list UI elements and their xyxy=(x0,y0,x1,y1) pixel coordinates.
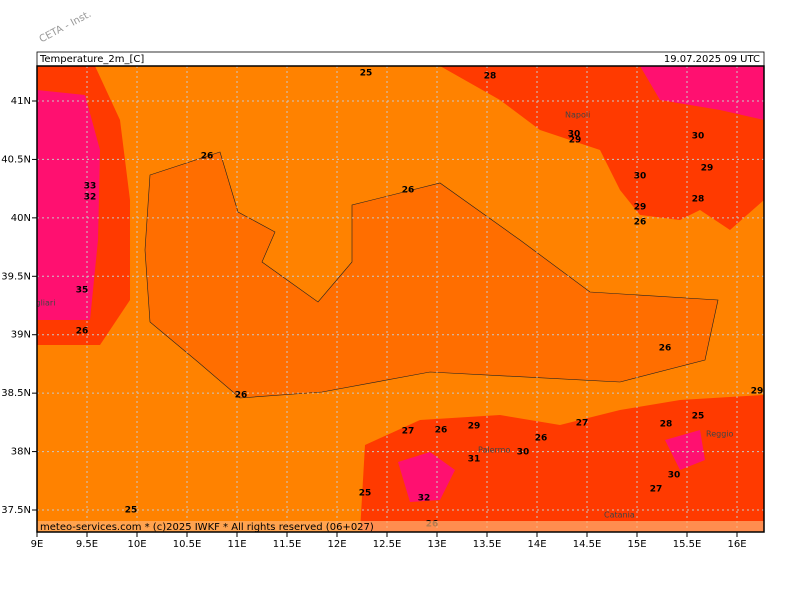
contour-label: 29 xyxy=(751,387,764,397)
region-26 xyxy=(144,151,719,399)
contour-label: 35 xyxy=(76,286,89,296)
lat-label: 40N xyxy=(11,213,31,224)
contour-label: 26 xyxy=(235,391,248,401)
graticule xyxy=(37,66,764,532)
lat-label: 37.5N xyxy=(1,505,31,516)
contour-label: 25 xyxy=(125,506,138,516)
contour-label: 30 xyxy=(692,132,705,142)
lon-label: 10E xyxy=(127,539,146,550)
contour-label: 29 xyxy=(701,164,714,174)
contour-label: 26 xyxy=(402,186,415,196)
lat-label: 40.5N xyxy=(1,154,31,165)
contour-label: 29 xyxy=(569,136,582,146)
contour-label: 25 xyxy=(359,489,372,499)
contour-label: 32 xyxy=(84,193,97,203)
contour-label: 28 xyxy=(660,420,673,430)
lon-label: 11.5E xyxy=(273,539,302,550)
lon-label: 10.5E xyxy=(173,539,202,550)
contour-label: 26 xyxy=(435,426,448,436)
contour-label: 27 xyxy=(576,419,589,429)
lon-label: 9.5E xyxy=(76,539,98,550)
footer-bar xyxy=(37,521,764,532)
contour-label: 26 xyxy=(535,434,548,444)
contour-label: 29 xyxy=(468,422,481,432)
contour-label: 33 xyxy=(84,182,97,192)
lon-label: 11E xyxy=(227,539,246,550)
contour-label: 30 xyxy=(568,130,581,140)
lat-label: 38N xyxy=(11,447,31,458)
contour-label: 30 xyxy=(668,471,681,481)
lon-label: 12E xyxy=(327,539,346,550)
region-sicily xyxy=(360,395,764,532)
lat-label: 39.5N xyxy=(1,271,31,282)
contour-label: 25 xyxy=(360,69,373,79)
lon-label: 16E xyxy=(727,539,746,550)
lat-label: 41N xyxy=(11,96,31,107)
contour-label: 28 xyxy=(484,72,497,82)
contour-label: 31 xyxy=(468,455,481,465)
contour-label: 30 xyxy=(634,172,647,182)
lat-label: 39N xyxy=(11,330,31,341)
lat-label: 38.5N xyxy=(1,388,31,399)
contour-label: 28 xyxy=(692,195,705,205)
map-frame xyxy=(36,65,765,533)
contour-label: 26 xyxy=(76,327,89,337)
lon-label: 14E xyxy=(527,539,546,550)
contour-label: 27 xyxy=(650,485,663,495)
contour-label: 26 xyxy=(201,152,214,162)
city-label: Palermo xyxy=(478,446,510,455)
footer-credit: meteo-services.com * (c)2025 IWKF * All … xyxy=(40,522,374,533)
city-label: Reggio xyxy=(706,430,734,439)
city-label: Napoli xyxy=(565,111,590,120)
contour-label: 29 xyxy=(634,203,647,213)
contour-label: 30 xyxy=(517,448,530,458)
city-label: Cagliari xyxy=(25,299,55,308)
lon-label: 15.5E xyxy=(673,539,702,550)
lon-label: 15E xyxy=(627,539,646,550)
contour-label: 26 xyxy=(659,344,672,354)
watermark: CETA - Inst. xyxy=(38,9,94,45)
region-sicily-hot xyxy=(398,452,455,502)
header-bar xyxy=(36,51,765,67)
map-title: Temperature_2m_[C] xyxy=(39,54,144,65)
contour-label: 26 xyxy=(634,218,647,228)
map-date: 19.07.2025 09 UTC xyxy=(664,54,760,65)
region-sardinia-hot xyxy=(37,90,100,320)
region-campania xyxy=(440,66,764,230)
contour-label: 32 xyxy=(418,494,431,504)
lon-label: 13.5E xyxy=(473,539,502,550)
lon-label: 12.5E xyxy=(373,539,402,550)
region-calabria-hot xyxy=(665,430,705,470)
lon-label: 14.5E xyxy=(573,539,602,550)
city-label: Catania xyxy=(604,511,635,520)
lon-label: 13E xyxy=(427,539,446,550)
contour-label: 25 xyxy=(692,412,705,422)
lon-label: 9E xyxy=(31,539,44,550)
contour-label: 27 xyxy=(402,427,415,437)
region-campania-hot xyxy=(640,66,764,120)
